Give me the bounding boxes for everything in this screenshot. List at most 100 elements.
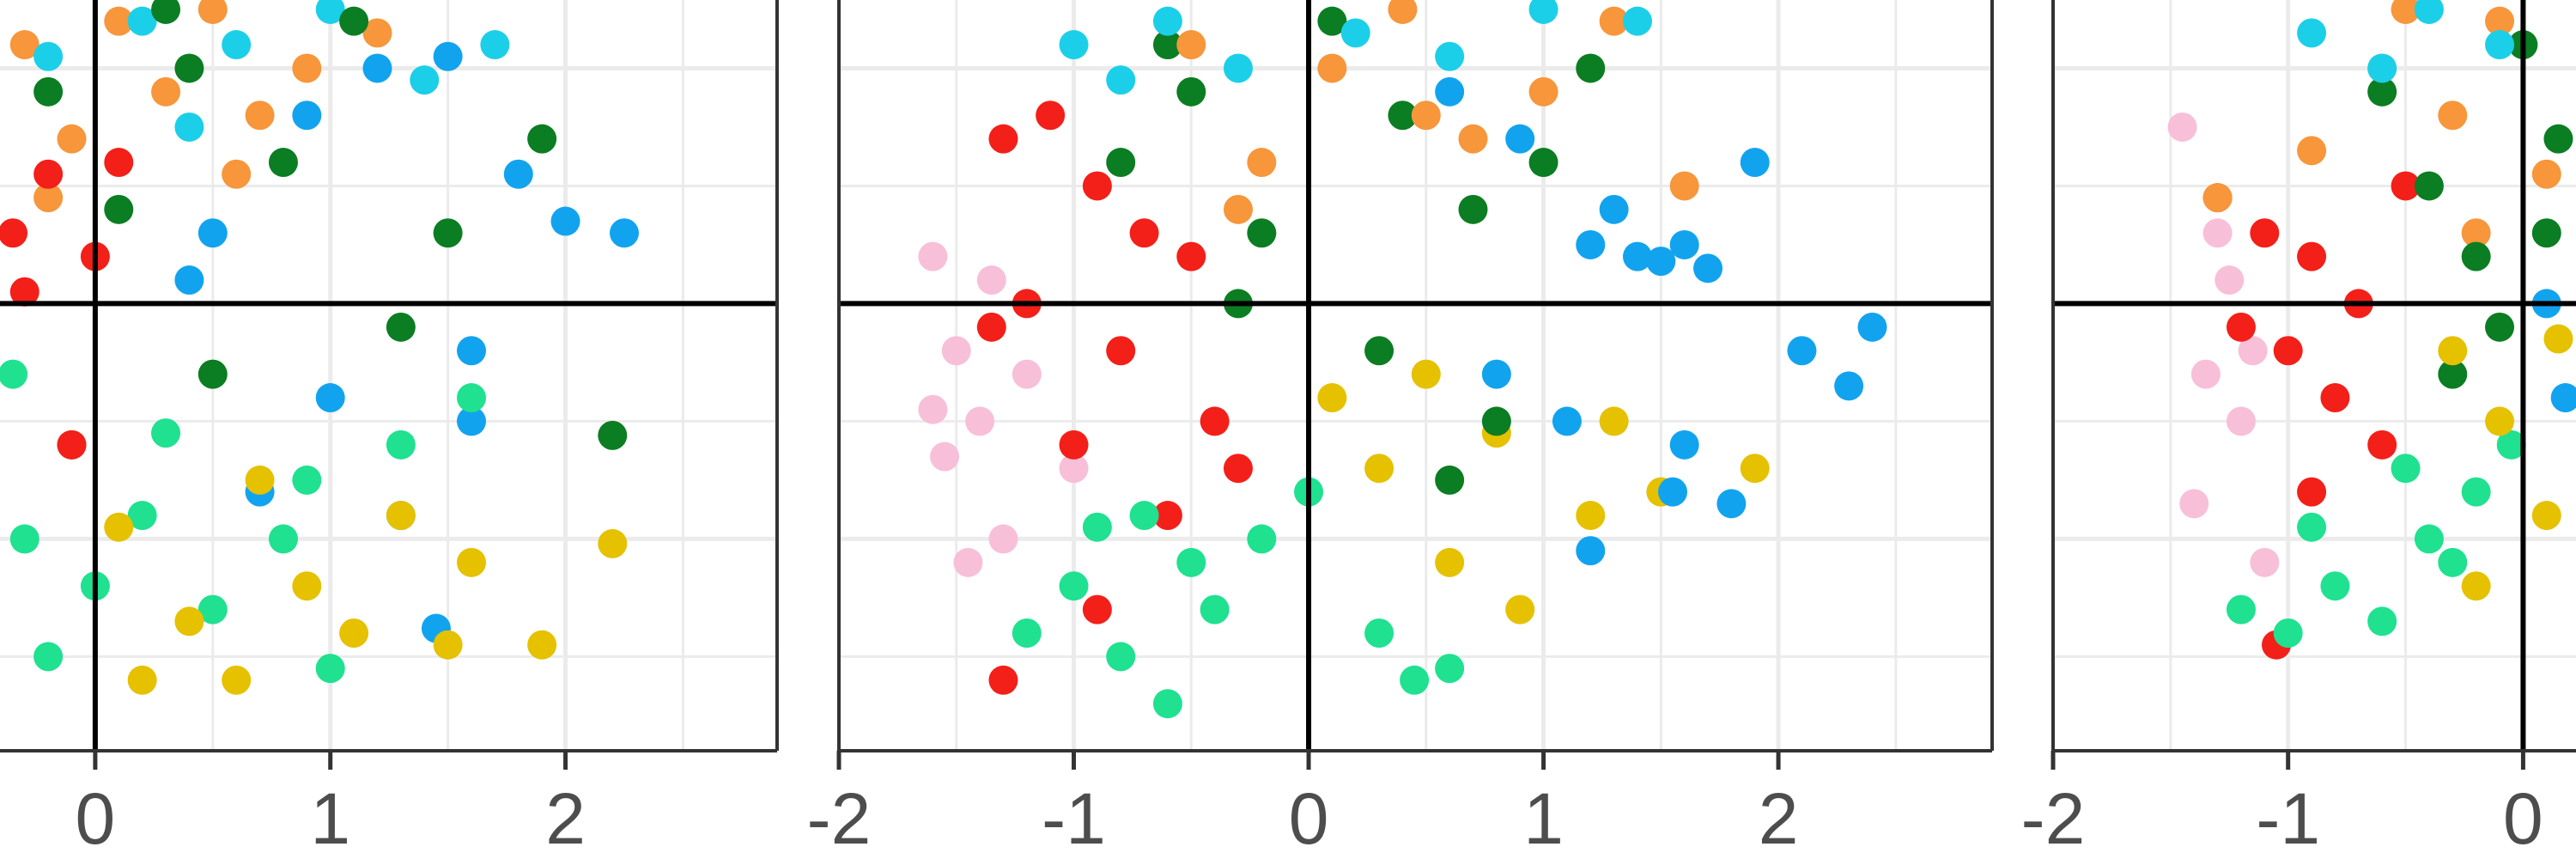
point: [245, 465, 275, 495]
point: [410, 65, 440, 95]
point: [33, 642, 64, 672]
point: [127, 501, 157, 531]
point: [127, 6, 157, 36]
x-tick-label: 2: [1759, 778, 1799, 859]
point: [976, 312, 1006, 342]
point: [2438, 359, 2468, 389]
point: [2320, 383, 2350, 413]
point: [2297, 477, 2327, 507]
point: [1247, 148, 1277, 178]
point: [339, 618, 369, 649]
point: [550, 206, 580, 236]
point: [1059, 571, 1089, 601]
point: [0, 359, 28, 389]
point: [2250, 218, 2280, 248]
point: [965, 406, 995, 436]
point: [598, 420, 628, 450]
point: [151, 76, 181, 107]
point: [197, 218, 228, 248]
point: [33, 159, 64, 189]
point: [2391, 0, 2421, 24]
point: [2543, 324, 2573, 354]
point: [527, 630, 557, 660]
point: [1481, 359, 1511, 389]
point: [1669, 171, 1699, 201]
point: [433, 630, 463, 660]
point: [174, 265, 204, 295]
point: [33, 41, 64, 71]
point: [1152, 501, 1182, 531]
point: [1505, 124, 1535, 154]
point: [1364, 618, 1394, 649]
point: [2438, 547, 2468, 577]
point: [1082, 594, 1112, 624]
point: [2297, 136, 2327, 166]
point: [1458, 194, 1488, 224]
point: [151, 0, 181, 24]
point: [1106, 65, 1136, 95]
point: [57, 124, 87, 154]
point: [2414, 524, 2444, 554]
point: [976, 265, 1006, 295]
x-tick-label: -2: [2021, 778, 2086, 859]
x-tick-label: -1: [2256, 778, 2320, 859]
point: [1152, 30, 1182, 60]
point: [2179, 489, 2209, 519]
point: [598, 528, 628, 558]
x-tick-label: 1: [310, 778, 350, 859]
point: [2190, 359, 2221, 389]
point: [1082, 512, 1112, 542]
point: [2461, 571, 2491, 601]
panel: [839, 0, 1992, 751]
point: [174, 112, 204, 142]
point: [1223, 454, 1253, 484]
point: [2414, 171, 2444, 201]
point: [222, 159, 252, 189]
point: [1435, 547, 1465, 577]
point: [292, 571, 322, 601]
point: [2367, 606, 2397, 637]
point: [2202, 183, 2233, 213]
point: [2226, 312, 2256, 342]
point: [1317, 383, 1347, 413]
point: [2531, 501, 2561, 531]
point: [1857, 312, 1887, 342]
point: [2297, 512, 2327, 542]
point: [1364, 454, 1394, 484]
point: [457, 383, 487, 413]
point: [197, 0, 228, 24]
point: [2226, 594, 2256, 624]
point: [1599, 6, 1629, 36]
point: [1552, 406, 1582, 436]
point: [1036, 101, 1066, 131]
point: [1223, 194, 1253, 224]
point: [988, 665, 1018, 695]
point: [1388, 101, 1418, 131]
point: [151, 418, 181, 448]
point: [1528, 0, 1558, 24]
point: [1787, 336, 1817, 366]
point: [1152, 689, 1182, 719]
point: [1200, 406, 1230, 436]
point: [9, 524, 39, 554]
point: [2273, 336, 2303, 366]
point: [2320, 571, 2350, 601]
point: [433, 218, 463, 248]
point: [386, 312, 416, 342]
point: [1716, 489, 1747, 519]
point: [222, 665, 252, 695]
point: [2550, 383, 2576, 413]
point: [2238, 336, 2268, 366]
point: [2391, 454, 2421, 484]
point: [197, 594, 228, 624]
point: [1646, 247, 1676, 277]
point: [610, 218, 640, 248]
point: [104, 6, 134, 36]
point: [104, 194, 134, 224]
point: [1200, 594, 1230, 624]
point: [1176, 547, 1206, 577]
point: [1411, 101, 1441, 131]
point: [1435, 76, 1465, 107]
point: [1247, 524, 1277, 554]
point: [1834, 371, 1864, 401]
